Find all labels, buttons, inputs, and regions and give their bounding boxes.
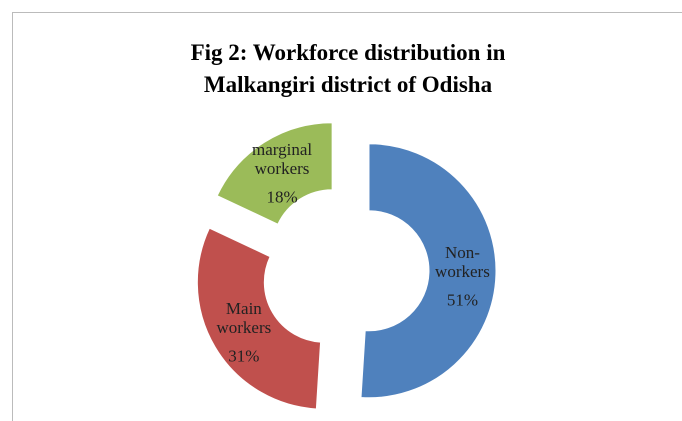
frame xyxy=(12,12,682,421)
slice-value-label: 51% xyxy=(446,290,479,310)
slice-value-label: 31% xyxy=(228,346,260,366)
doughnut-slice xyxy=(216,122,333,225)
doughnut-slice xyxy=(196,227,322,410)
chart-title: Fig 2: Workforce distribution in xyxy=(191,40,506,65)
slice-label: marginal workers xyxy=(251,139,313,178)
chart-title: Malkangiri district of Odisha xyxy=(204,72,493,97)
slice-label: Main workers xyxy=(216,298,272,337)
doughnut-slice xyxy=(360,143,497,399)
slice-value-label: 18% xyxy=(266,187,298,207)
slice-label: Non-workers xyxy=(435,242,490,281)
